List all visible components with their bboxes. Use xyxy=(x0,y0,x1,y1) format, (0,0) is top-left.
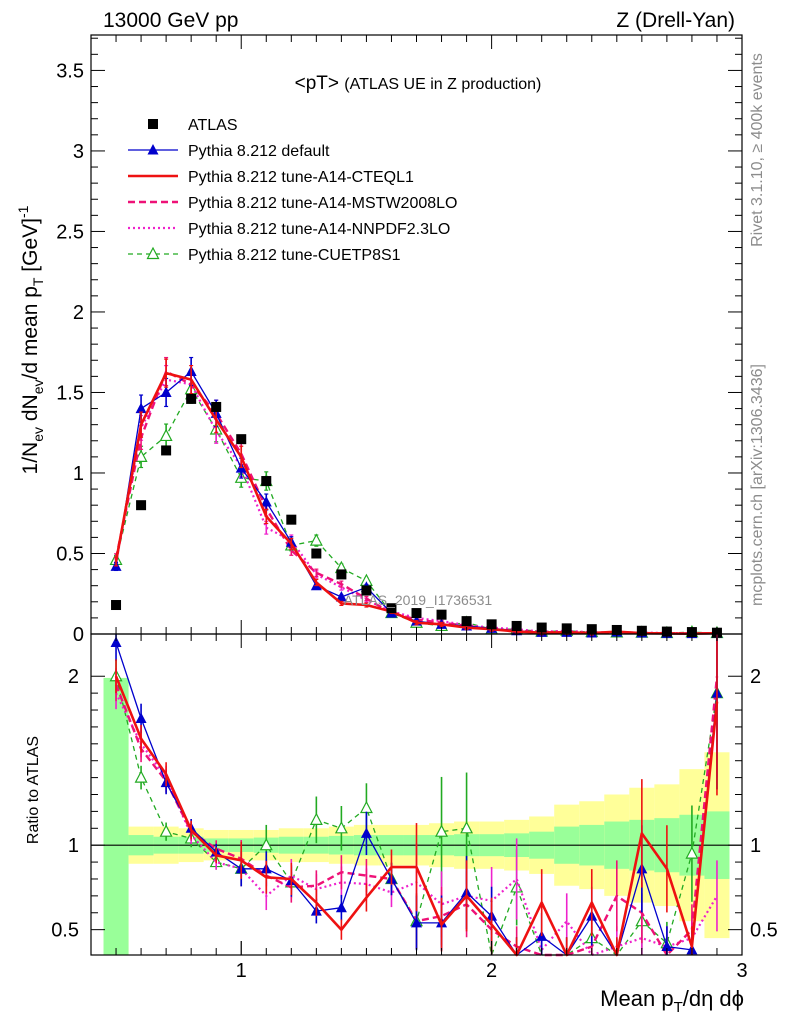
ratio-point-cuetp8s1 xyxy=(359,800,373,814)
ratio-point-cuetp8s1 xyxy=(460,820,474,834)
ratio-y-tick-label: 0.5 xyxy=(51,920,79,942)
x-tick-label: 1 xyxy=(236,960,247,982)
plot-title-main: <pT> xyxy=(295,73,339,94)
point-atlas xyxy=(161,445,172,456)
y-tick-label: 2 xyxy=(73,302,84,324)
xlabel-part: /dη dϕ xyxy=(683,986,744,1011)
point-atlas xyxy=(411,608,422,619)
ratio-y-label: Ratio to ATLAS xyxy=(25,736,42,844)
ylabel-sup: -1 xyxy=(15,205,31,218)
ylabel-part: /d mean p xyxy=(19,286,42,379)
point-atlas xyxy=(111,600,122,611)
ratio-y-tick-label-right: 0.5 xyxy=(750,920,778,942)
ylabel-sub: ev xyxy=(30,379,46,394)
point-atlas xyxy=(261,476,272,487)
y-tick-label: 3 xyxy=(73,141,84,163)
ratio-y-tick-label: 1 xyxy=(68,835,79,857)
y-tick-label: 1.5 xyxy=(56,382,84,404)
ratio-point-default xyxy=(411,916,422,928)
plot-title: <pT> (ATLAS UE in Z production) xyxy=(295,73,542,94)
y-axis-label: 1/Nev dNev/d mean pT [GeV]-1 xyxy=(15,205,46,474)
ratio-point-default xyxy=(110,636,122,647)
legend-label-default: Pythia 8.212 default xyxy=(188,143,330,160)
ratio-point-cuetp8s1 xyxy=(334,820,348,834)
legend-label-cteql1: Pythia 8.212 tune-A14-CTEQL1 xyxy=(188,169,414,186)
ratio-point-default xyxy=(335,901,347,913)
ratio-y-tick-label-right: 1 xyxy=(750,835,761,857)
ratio-point-cuetp8s1 xyxy=(159,824,173,837)
legend: ATLAS Pythia 8.212 default Pythia 8.212 tu… xyxy=(128,117,457,264)
plot-subtitle: (ATLAS UE in Z production) xyxy=(344,76,541,93)
process-label: Z (Drell-Yan) xyxy=(616,9,735,32)
point-atlas xyxy=(336,569,347,580)
legend-marker-default xyxy=(147,144,159,155)
y-tick-label: 2.5 xyxy=(56,221,84,243)
ratio-point-default xyxy=(135,712,147,723)
legend-marker-atlas xyxy=(148,119,158,129)
ratio-point-cuetp8s1 xyxy=(134,770,148,783)
legend-label-nnpdf: Pythia 8.212 tune-A14-NNPDF2.3LO xyxy=(188,221,450,238)
y-tick-label: 0.5 xyxy=(56,543,84,565)
energy-label: 13000 GeV pp xyxy=(103,9,238,32)
point-atlas xyxy=(211,401,222,412)
ratio-y-tick-label-right: 2 xyxy=(750,666,761,688)
ratio-panel: 0.5 0.5 1 1 2 2 1 2 3 Ratio to ATLAS Mean pT/dη … xyxy=(25,633,778,1016)
point-atlas xyxy=(136,500,147,511)
ratio-point-cuetp8s1 xyxy=(685,846,699,859)
point-atlas xyxy=(461,616,472,627)
xlabel-sub: T xyxy=(674,999,683,1016)
point-atlas xyxy=(311,548,322,559)
ratio-point-cuetp8s1 xyxy=(259,837,273,851)
ylabel-part: dN xyxy=(19,394,42,427)
ratio-point-cuetp8s1 xyxy=(435,824,449,837)
ratio-point-default xyxy=(360,827,372,838)
main-panel: 0 0.5 1 1.5 2 2.5 3 3.5 ATLAS_2019_I1736531 <pT… xyxy=(15,34,743,646)
legend-marker-cuetp8s1 xyxy=(146,246,160,260)
point-cuetp8s1 xyxy=(309,533,323,546)
point-default xyxy=(160,386,172,397)
legend-label-cuetp8s1: Pythia 8.212 tune-CUETP8S1 xyxy=(188,247,401,264)
point-cuetp8s1 xyxy=(159,428,173,442)
ratio-y-tick-label: 2 xyxy=(68,666,79,688)
y-tick-label: 1 xyxy=(73,463,84,485)
point-default xyxy=(335,590,347,602)
y-tick-label: 0 xyxy=(73,624,84,646)
ylabel-part: [GeV] xyxy=(19,218,42,278)
point-atlas xyxy=(361,585,372,596)
point-default xyxy=(260,495,272,507)
point-atlas xyxy=(436,609,447,620)
x-tick-label: 3 xyxy=(736,960,747,982)
point-atlas xyxy=(186,393,197,404)
xlabel-part: Mean p xyxy=(600,986,673,1011)
ylabel-sub: T xyxy=(30,277,46,286)
mcplots-label: mcplots.cern.ch [arXiv:1306.3436] xyxy=(749,364,766,606)
legend-label-mstw: Pythia 8.212 tune-A14-MSTW2008LO xyxy=(188,195,457,212)
watermark: ATLAS_2019_I1736531 xyxy=(344,592,493,608)
point-atlas xyxy=(236,434,247,445)
point-atlas xyxy=(386,603,397,614)
point-atlas xyxy=(286,514,297,525)
legend-label-data: ATLAS xyxy=(188,117,238,134)
y-tick-label: 3.5 xyxy=(56,60,84,82)
rivet-label: Rivet 3.1.10, ≥ 400k events xyxy=(749,53,766,247)
x-axis-label: Mean pT/dη dϕ xyxy=(600,986,744,1016)
band-inner xyxy=(103,677,129,955)
point-atlas xyxy=(511,620,522,631)
ratio-point-cuetp8s1 xyxy=(309,812,323,825)
point-default xyxy=(135,402,147,414)
ylabel-sub: ev xyxy=(30,427,46,442)
x-tick-label: 2 xyxy=(486,960,497,982)
ratio-point-default xyxy=(661,940,673,952)
ylabel-part: 1/N xyxy=(19,442,42,475)
